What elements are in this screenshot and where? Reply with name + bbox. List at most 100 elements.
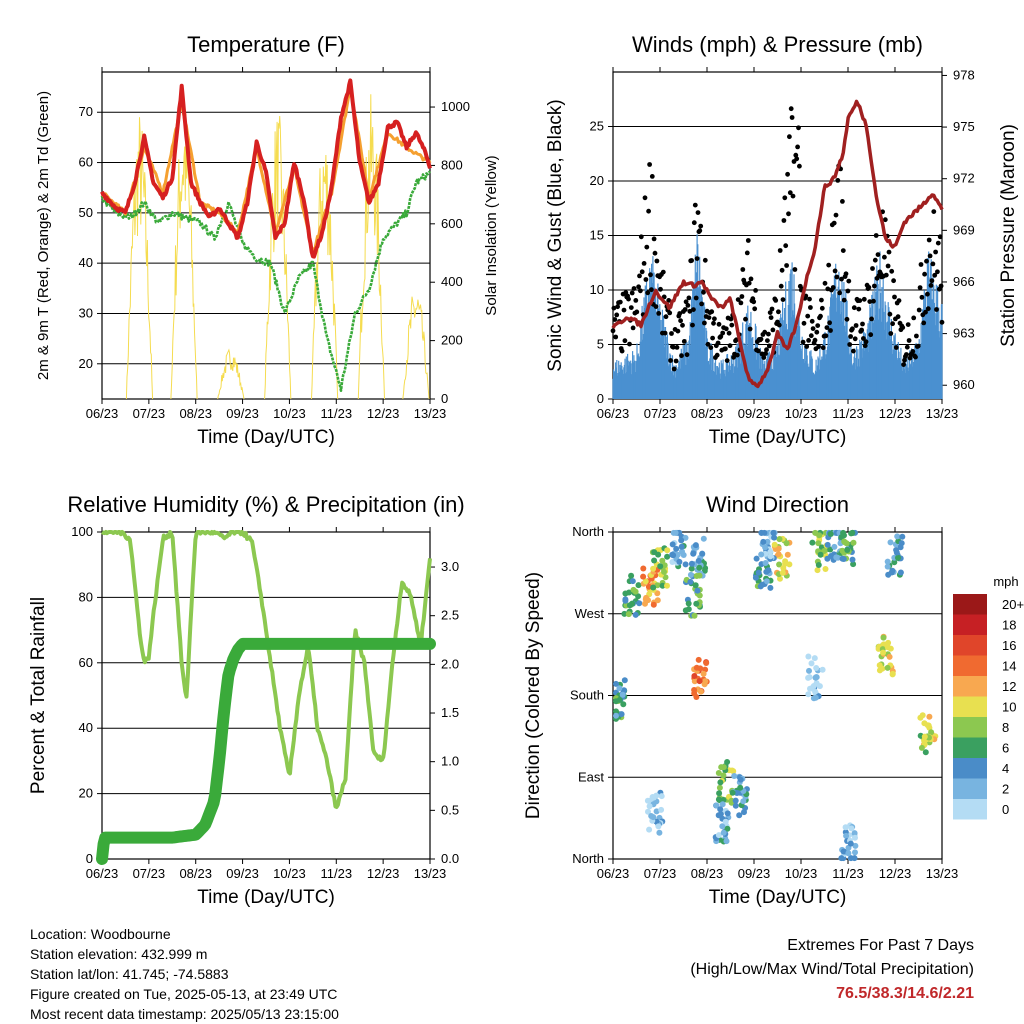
y2-axis-label: Station Pressure (Maroon) <box>998 124 1019 347</box>
gust-point <box>872 257 878 263</box>
direction-point <box>848 825 855 832</box>
gust-point <box>778 283 784 289</box>
gust-point <box>630 325 636 331</box>
gust-point <box>933 249 938 255</box>
gust-point <box>776 322 782 328</box>
y2-tick-label: 600 <box>441 216 463 231</box>
direction-point <box>622 597 629 604</box>
gust-point <box>822 280 828 286</box>
gust-point <box>785 171 790 177</box>
gust-point <box>763 351 768 356</box>
gust-point <box>882 217 888 223</box>
direction-point <box>658 806 665 813</box>
gust-point <box>769 306 775 312</box>
y-tick-label: North <box>572 524 604 539</box>
gust-point <box>890 321 895 327</box>
x-tick-label: 13/23 <box>926 406 959 421</box>
direction-point <box>720 829 727 836</box>
x-tick-label: 06/23 <box>597 866 630 881</box>
direction-point <box>827 531 834 537</box>
gust-point <box>870 266 875 271</box>
y-tick-label: 100 <box>71 524 93 539</box>
gust-point <box>847 342 853 347</box>
direction-point <box>690 550 697 557</box>
direction-point <box>899 533 906 540</box>
direction-point <box>729 767 736 774</box>
direction-point <box>632 611 639 618</box>
gust-point <box>660 269 666 275</box>
gust-point <box>626 296 631 302</box>
gust-point <box>861 296 867 302</box>
gust-point <box>738 300 744 306</box>
gust-point <box>726 330 732 336</box>
gust-point <box>807 296 812 302</box>
gust-point <box>856 306 862 312</box>
gust-point <box>714 352 720 358</box>
gust-point <box>918 262 924 267</box>
gust-point <box>928 283 934 288</box>
gust-point <box>691 220 697 226</box>
y-tick-label: 0 <box>86 851 93 866</box>
direction-point <box>650 584 657 591</box>
gust-point <box>852 336 858 342</box>
gust-point <box>612 317 618 322</box>
direction-point <box>687 571 694 578</box>
series-2m-dewpoint <box>100 170 431 393</box>
gust-point <box>926 237 932 243</box>
series-wind-direction <box>613 529 939 862</box>
gust-point <box>914 333 919 339</box>
direction-point <box>699 550 706 557</box>
direction-point <box>895 554 901 561</box>
direction-point <box>691 612 698 619</box>
direction-point <box>813 665 820 671</box>
direction-point <box>715 812 722 819</box>
x-tick-label: 08/23 <box>691 406 724 421</box>
direction-point <box>625 611 632 618</box>
direction-point <box>616 685 623 692</box>
x-tick-label: 10/23 <box>273 406 306 421</box>
direction-point <box>696 678 703 685</box>
direction-point <box>891 559 898 566</box>
gust-point <box>904 344 910 350</box>
x-tick-label: 08/23 <box>179 406 212 421</box>
direction-point <box>810 695 817 702</box>
gust-point <box>882 254 887 260</box>
x-tick-label: 12/23 <box>367 866 400 881</box>
gust-point <box>701 289 706 295</box>
gust-point <box>638 288 643 294</box>
direction-point <box>719 801 726 808</box>
direction-point <box>643 594 650 601</box>
gust-point <box>790 193 796 199</box>
direction-point <box>922 749 929 756</box>
y2-tick-label: 969 <box>953 222 975 237</box>
x-tick-label: 13/23 <box>414 866 447 881</box>
gust-point <box>723 326 729 332</box>
gust-point <box>915 343 921 349</box>
gust-point <box>764 347 769 353</box>
direction-point <box>717 806 724 813</box>
x-tick-label: 07/23 <box>133 406 166 421</box>
gust-point <box>851 348 856 354</box>
direction-point <box>724 825 731 832</box>
legend-label: 4 <box>1002 761 1009 776</box>
direction-point <box>645 808 651 815</box>
x-tick-label: 09/23 <box>738 406 771 421</box>
station-info: Location: Woodbourne Station elevation: … <box>30 924 339 1024</box>
direction-point <box>678 537 685 544</box>
gust-point <box>770 327 776 333</box>
direction-point <box>824 541 831 548</box>
gust-point <box>744 250 750 256</box>
panel-temperature: 20 30 40 50 60 70 0 200 400 600 800 1000 06/23 07/23 0… <box>35 32 500 448</box>
gust-point <box>759 351 765 357</box>
gust-point <box>751 299 757 305</box>
direction-point <box>685 606 692 613</box>
y-tick-label: 40 <box>79 255 93 270</box>
direction-point <box>621 610 628 617</box>
gust-point <box>839 276 844 282</box>
gust-point <box>758 336 764 342</box>
direction-point <box>887 539 894 546</box>
gust-point <box>755 348 761 354</box>
direction-point <box>780 565 787 571</box>
gust-point <box>670 344 676 350</box>
direction-point <box>642 600 648 607</box>
